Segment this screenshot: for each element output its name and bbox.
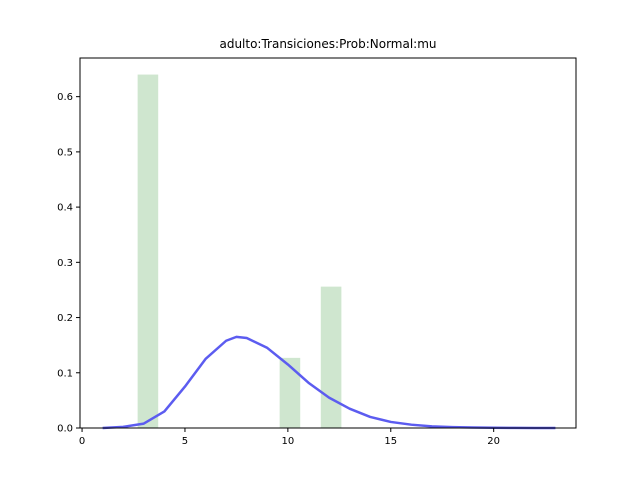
x-tick-label: 0 — [79, 436, 85, 447]
x-tick-label: 20 — [487, 436, 500, 447]
y-tick-label: 0.4 — [57, 203, 73, 214]
x-tick-label: 15 — [384, 436, 397, 447]
y-tick-label: 0.0 — [57, 424, 73, 435]
chart-title: adulto:Transiciones:Prob:Normal:mu — [219, 37, 436, 51]
x-tick-label: 5 — [182, 436, 188, 447]
y-axis: 0.0 0.1 0.2 0.3 0.4 0.5 0.6 — [57, 92, 80, 435]
bar — [320, 286, 342, 428]
bars-layer — [137, 74, 342, 428]
plot-frame — [79, 57, 577, 429]
bar — [137, 74, 159, 428]
y-tick-label: 0.2 — [57, 313, 73, 324]
y-tick-label: 0.5 — [57, 147, 73, 158]
y-tick-label: 0.1 — [57, 368, 73, 379]
bar — [279, 357, 301, 428]
y-tick-label: 0.6 — [57, 92, 73, 103]
x-tick-label: 10 — [282, 436, 295, 447]
x-axis: 0 5 10 15 20 — [79, 428, 500, 447]
y-tick-label: 0.3 — [57, 258, 73, 269]
